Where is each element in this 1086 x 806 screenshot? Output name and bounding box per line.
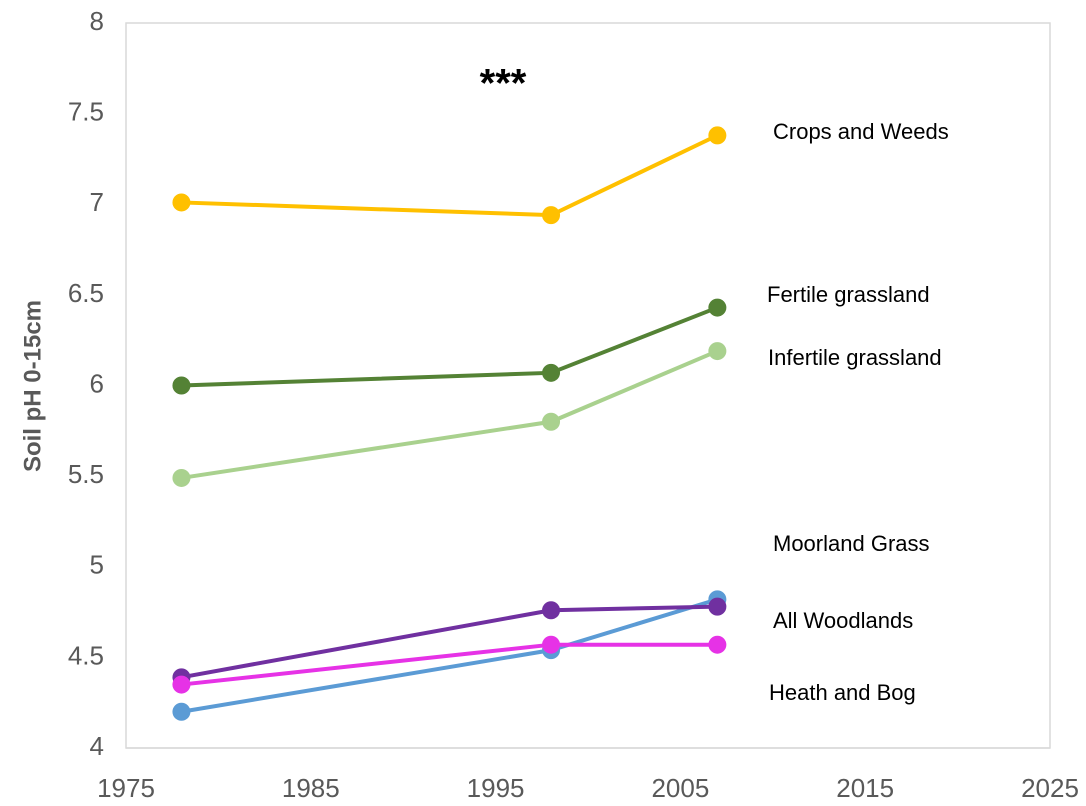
point <box>542 635 561 654</box>
point <box>542 363 561 382</box>
y-tick-label: 8 <box>90 6 104 36</box>
x-tick-label: 1975 <box>97 773 155 803</box>
y-tick-label: 7.5 <box>68 97 104 127</box>
point <box>172 675 191 694</box>
point <box>172 468 191 487</box>
point <box>708 126 727 145</box>
annotation: *** <box>480 62 527 106</box>
x-tick-label: 2005 <box>651 773 709 803</box>
y-tick-label: 7 <box>90 187 104 217</box>
point <box>172 702 191 721</box>
series-label: Infertile grassland <box>768 345 942 370</box>
y-tick-label: 4 <box>90 731 104 761</box>
x-tick-label: 1985 <box>282 773 340 803</box>
point <box>708 635 727 654</box>
series-line <box>181 133 719 218</box>
y-tick-label: 6.5 <box>68 278 104 308</box>
y-tick-label: 4.5 <box>68 640 104 670</box>
x-tick-label: 1995 <box>467 773 525 803</box>
series-label: All Woodlands <box>773 608 913 633</box>
point <box>708 342 727 361</box>
point <box>172 376 191 395</box>
point <box>542 412 561 431</box>
series-line <box>181 349 719 480</box>
series-label: Crops and Weeds <box>773 119 949 144</box>
point <box>708 597 727 616</box>
series-label: Heath and Bog <box>769 680 916 705</box>
point <box>172 193 191 212</box>
x-tick-label: 2015 <box>836 773 894 803</box>
y-axis-title: Soil pH 0-15cm <box>19 300 46 472</box>
x-tick-label: 2025 <box>1021 773 1079 803</box>
y-tick-label: 5 <box>90 550 104 580</box>
point <box>542 206 561 225</box>
series-label: Moorland Grass <box>773 531 930 556</box>
point <box>542 601 561 620</box>
y-tick-label: 6 <box>90 368 104 398</box>
y-tick-label: 5.5 <box>68 459 104 489</box>
point <box>708 298 727 317</box>
series-label: Fertile grassland <box>767 282 930 307</box>
series-line <box>181 305 719 388</box>
